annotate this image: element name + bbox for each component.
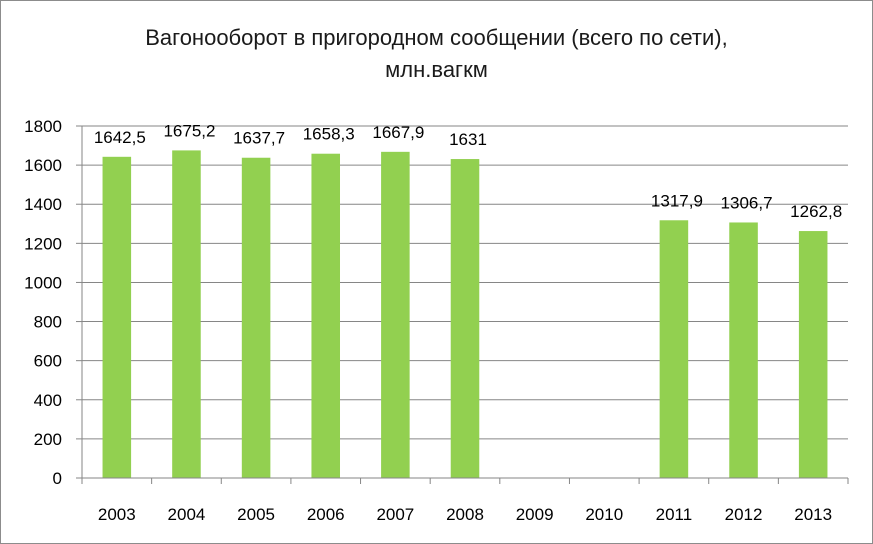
data-label: 1667,9 [372, 123, 424, 142]
bar [659, 220, 689, 478]
chart-title: Вагонооборот в пригородном сообщении (вс… [145, 25, 728, 82]
data-label: 1675,2 [163, 121, 215, 140]
bar [311, 153, 341, 479]
x-tick-label: 2008 [446, 505, 484, 524]
data-label: 1317,9 [651, 191, 703, 210]
y-tick-label: 0 [53, 469, 62, 488]
x-tick-label: 2005 [237, 505, 275, 524]
data-label: 1642,5 [94, 128, 146, 147]
bar [241, 157, 271, 479]
y-tick-label: 400 [34, 391, 62, 410]
y-tick-label: 1400 [24, 195, 62, 214]
x-tick-label: 2006 [307, 505, 345, 524]
data-label: 1637,7 [233, 129, 285, 148]
x-tick-label: 2011 [656, 505, 693, 524]
data-label: 1658,3 [303, 125, 355, 144]
bar [172, 150, 201, 478]
x-tick-label: 2004 [168, 505, 206, 524]
y-tick-label: 600 [34, 352, 62, 371]
x-tick-label: 2010 [585, 505, 623, 524]
bar [450, 159, 480, 478]
y-tick-label: 200 [34, 430, 62, 449]
bar [729, 222, 758, 478]
x-tick-label: 2009 [516, 505, 554, 524]
x-tick-label: 2007 [376, 505, 414, 524]
y-tick-label: 1800 [24, 117, 62, 136]
y-tick-label: 800 [34, 313, 62, 332]
bar [798, 231, 828, 478]
y-tick-label: 1200 [24, 234, 62, 253]
bar [381, 151, 410, 478]
data-label: 1631 [449, 130, 487, 149]
data-label: 1262,8 [790, 202, 842, 221]
x-tick-label: 2003 [98, 505, 136, 524]
y-tick-label: 1600 [24, 156, 62, 175]
x-tick-label: 2012 [725, 505, 763, 524]
data-label: 1306,7 [721, 193, 773, 212]
bar [102, 156, 132, 479]
x-tick-label: 2013 [794, 505, 832, 524]
y-tick-label: 1000 [24, 273, 62, 292]
